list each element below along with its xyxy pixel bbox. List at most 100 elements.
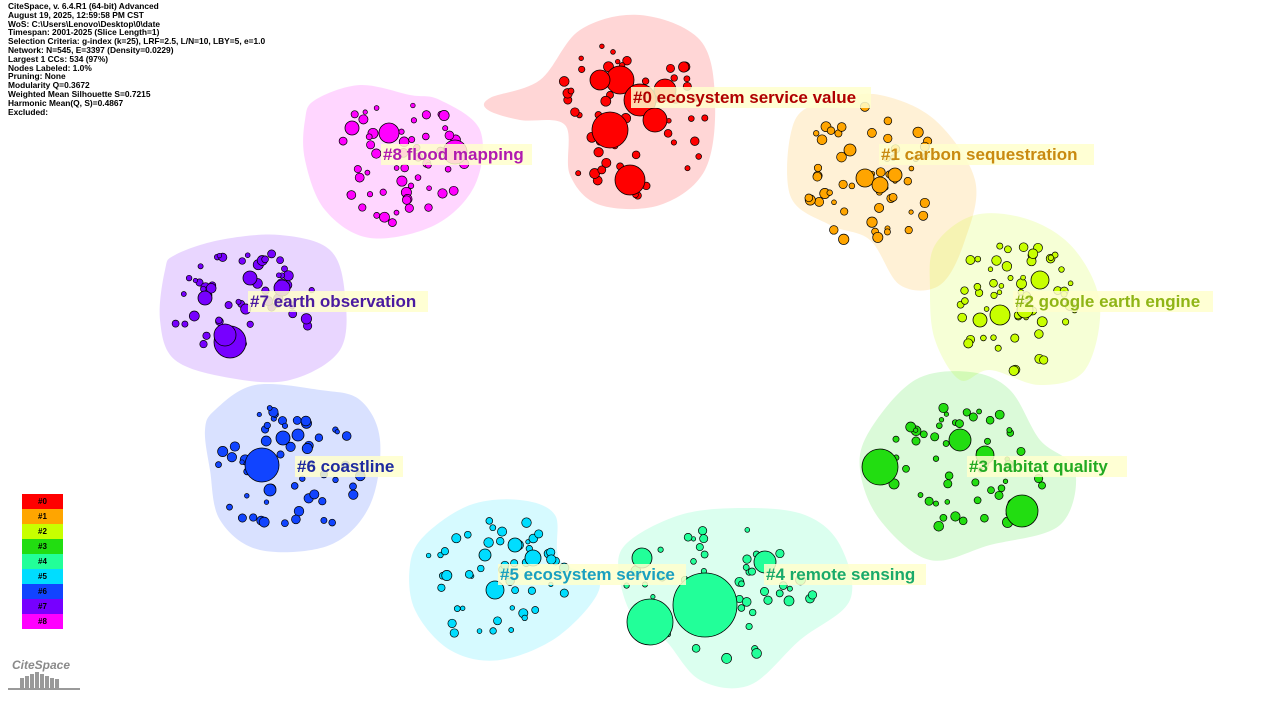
network-node[interactable]: [855, 168, 875, 188]
network-node[interactable]: [213, 323, 237, 347]
network-node[interactable]: [990, 334, 997, 341]
network-node[interactable]: [449, 628, 459, 638]
network-node[interactable]: [741, 597, 752, 607]
network-node[interactable]: [276, 256, 284, 265]
network-node[interactable]: [965, 255, 976, 265]
network-node[interactable]: [180, 291, 187, 297]
network-node[interactable]: [943, 479, 953, 489]
network-node[interactable]: [829, 225, 839, 235]
network-node[interactable]: [994, 490, 1004, 500]
network-node[interactable]: [997, 484, 1006, 493]
network-node[interactable]: [911, 436, 921, 446]
network-node[interactable]: [388, 218, 397, 227]
network-node[interactable]: [328, 518, 336, 527]
network-node[interactable]: [866, 216, 878, 228]
network-node[interactable]: [989, 304, 1011, 326]
network-node[interactable]: [358, 114, 369, 125]
network-node[interactable]: [464, 530, 472, 539]
network-node[interactable]: [980, 513, 989, 523]
network-node[interactable]: [559, 588, 569, 598]
network-node[interactable]: [663, 129, 673, 138]
network-node[interactable]: [444, 130, 455, 141]
network-node[interactable]: [425, 552, 432, 559]
network-node[interactable]: [260, 435, 272, 447]
network-node[interactable]: [989, 279, 998, 288]
network-node[interactable]: [407, 182, 415, 189]
network-node[interactable]: [672, 572, 738, 638]
network-node[interactable]: [690, 136, 700, 146]
network-node[interactable]: [589, 69, 611, 91]
network-node[interactable]: [626, 598, 674, 646]
network-node[interactable]: [961, 297, 969, 305]
network-node[interactable]: [578, 55, 584, 61]
network-node[interactable]: [285, 441, 296, 452]
network-node[interactable]: [379, 211, 390, 223]
network-node[interactable]: [872, 231, 884, 243]
network-node[interactable]: [567, 87, 575, 95]
network-node[interactable]: [919, 197, 930, 209]
network-node[interactable]: [962, 408, 971, 417]
network-node[interactable]: [421, 110, 431, 120]
network-node[interactable]: [783, 595, 795, 607]
network-node[interactable]: [437, 188, 448, 199]
network-node[interactable]: [683, 75, 691, 83]
network-node[interactable]: [670, 74, 678, 82]
network-node[interactable]: [291, 428, 305, 442]
network-node[interactable]: [987, 266, 994, 272]
network-node[interactable]: [199, 340, 208, 349]
network-node[interactable]: [919, 430, 928, 439]
network-node[interactable]: [932, 455, 940, 462]
network-node[interactable]: [903, 177, 912, 186]
network-node[interactable]: [534, 529, 544, 539]
network-node[interactable]: [983, 306, 990, 312]
network-node[interactable]: [300, 415, 312, 427]
network-node[interactable]: [593, 147, 604, 158]
network-node[interactable]: [699, 534, 709, 544]
network-node[interactable]: [826, 189, 833, 196]
network-node[interactable]: [258, 516, 270, 528]
network-node[interactable]: [485, 580, 505, 600]
network-node[interactable]: [917, 492, 924, 498]
network-node[interactable]: [957, 312, 967, 323]
network-node[interactable]: [396, 175, 408, 187]
network-node[interactable]: [695, 543, 704, 552]
network-node[interactable]: [424, 203, 433, 212]
cluster-label[interactable]: #0 ecosystem service value: [633, 88, 856, 107]
network-node[interactable]: [267, 249, 276, 259]
network-node[interactable]: [300, 313, 312, 325]
network-node[interactable]: [185, 274, 193, 282]
network-node[interactable]: [838, 233, 850, 245]
network-node[interactable]: [1018, 242, 1029, 252]
network-node[interactable]: [353, 165, 362, 174]
network-node[interactable]: [527, 586, 536, 595]
network-node[interactable]: [441, 570, 453, 581]
network-node[interactable]: [721, 653, 732, 664]
network-node[interactable]: [912, 126, 924, 138]
network-node[interactable]: [867, 128, 877, 138]
network-node[interactable]: [875, 167, 886, 178]
network-node[interactable]: [524, 549, 542, 567]
network-node[interactable]: [379, 188, 387, 196]
network-node[interactable]: [393, 165, 400, 171]
cluster-label[interactable]: #7 earth observation: [250, 292, 416, 311]
network-node[interactable]: [217, 446, 229, 457]
network-node[interactable]: [631, 150, 641, 160]
network-node[interactable]: [698, 526, 708, 536]
network-node[interactable]: [438, 110, 450, 121]
network-node[interactable]: [695, 153, 702, 160]
network-node[interactable]: [838, 179, 848, 189]
network-node[interactable]: [266, 405, 273, 411]
network-node[interactable]: [998, 283, 1005, 289]
network-node[interactable]: [944, 471, 954, 481]
network-node[interactable]: [448, 185, 459, 196]
network-node[interactable]: [546, 554, 557, 565]
network-node[interactable]: [263, 499, 270, 505]
network-node[interactable]: [1062, 318, 1070, 326]
network-node[interactable]: [244, 252, 251, 258]
network-node[interactable]: [775, 589, 784, 598]
network-node[interactable]: [244, 493, 250, 499]
network-node[interactable]: [683, 533, 693, 542]
network-node[interactable]: [960, 286, 969, 295]
network-node[interactable]: [813, 163, 823, 172]
network-node[interactable]: [224, 301, 233, 310]
